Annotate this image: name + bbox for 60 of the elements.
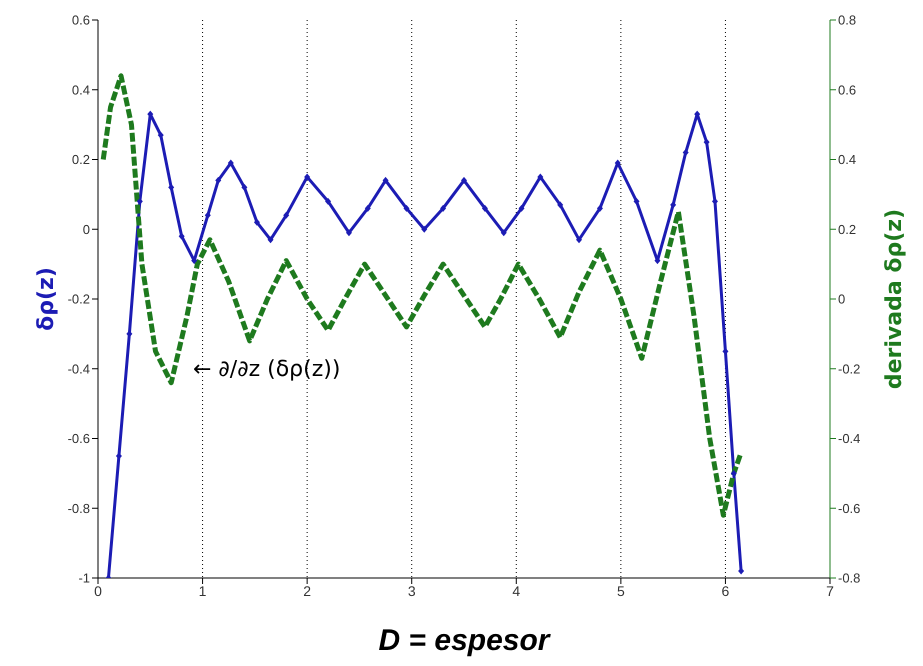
y2-axis-title: derivada δρ(z) — [882, 208, 907, 390]
x-tick-label: 3 — [408, 582, 416, 599]
point — [346, 229, 352, 236]
point — [283, 212, 290, 219]
point — [440, 204, 446, 212]
point — [178, 232, 185, 240]
y-tick-label: -0.4 — [68, 361, 90, 376]
point — [204, 212, 211, 219]
x-tick-label: 5 — [616, 582, 625, 599]
y2-tick-label: 0.4 — [838, 152, 856, 168]
y-tick-label: 0.2 — [72, 152, 90, 168]
point — [325, 198, 332, 205]
y-tick-label: -0.6 — [68, 431, 90, 446]
y-tick-label: 0.6 — [72, 12, 90, 28]
point — [136, 198, 143, 205]
point — [500, 229, 507, 236]
y2-tick-label: -0.8 — [838, 570, 860, 586]
x-tick-label: 6 — [722, 582, 730, 599]
y-tick-label: 0 — [82, 222, 90, 237]
y2-tick-label: 0.6 — [838, 82, 856, 98]
y-tick-label: -0.8 — [68, 500, 90, 516]
y2-tick-label: -0.4 — [838, 431, 860, 446]
point — [168, 184, 174, 191]
point — [403, 204, 410, 212]
y-tick-label: -0.2 — [68, 292, 90, 307]
point — [158, 132, 164, 139]
point — [421, 226, 428, 233]
x-tick-label: 0 — [94, 582, 102, 599]
y-tick-label: -1 — [78, 570, 90, 586]
y-axis-title: δρ(z) — [34, 267, 59, 331]
point — [634, 198, 640, 205]
y2-tick-label: 0.2 — [838, 222, 856, 237]
x-tick-label: 4 — [512, 582, 520, 599]
annotation: ← ∂/∂z (δρ(z)) — [193, 357, 340, 382]
y2-tick-label: -0.6 — [838, 500, 860, 516]
point — [596, 204, 603, 212]
x-tick-label: 2 — [303, 582, 312, 599]
point — [461, 176, 467, 184]
point — [482, 204, 488, 212]
point — [576, 236, 582, 244]
point — [228, 159, 234, 166]
point — [738, 568, 744, 575]
point — [215, 176, 222, 184]
point — [518, 204, 525, 212]
x-tick-label: 1 — [198, 582, 207, 599]
y-tick-label: 0.4 — [72, 82, 90, 98]
x-axis-title: D = espesor — [378, 624, 552, 657]
point — [382, 176, 389, 184]
x-tick-label: 7 — [826, 582, 834, 599]
y2-tick-label: 0 — [838, 292, 846, 307]
point — [537, 173, 544, 180]
point — [670, 201, 676, 208]
point — [254, 218, 260, 226]
point — [304, 173, 310, 180]
point — [364, 204, 371, 212]
y2-tick-label: 0.8 — [838, 12, 856, 28]
point — [557, 201, 564, 208]
point — [268, 236, 274, 244]
y2-tick-label: -0.2 — [838, 361, 860, 376]
point — [241, 184, 248, 191]
